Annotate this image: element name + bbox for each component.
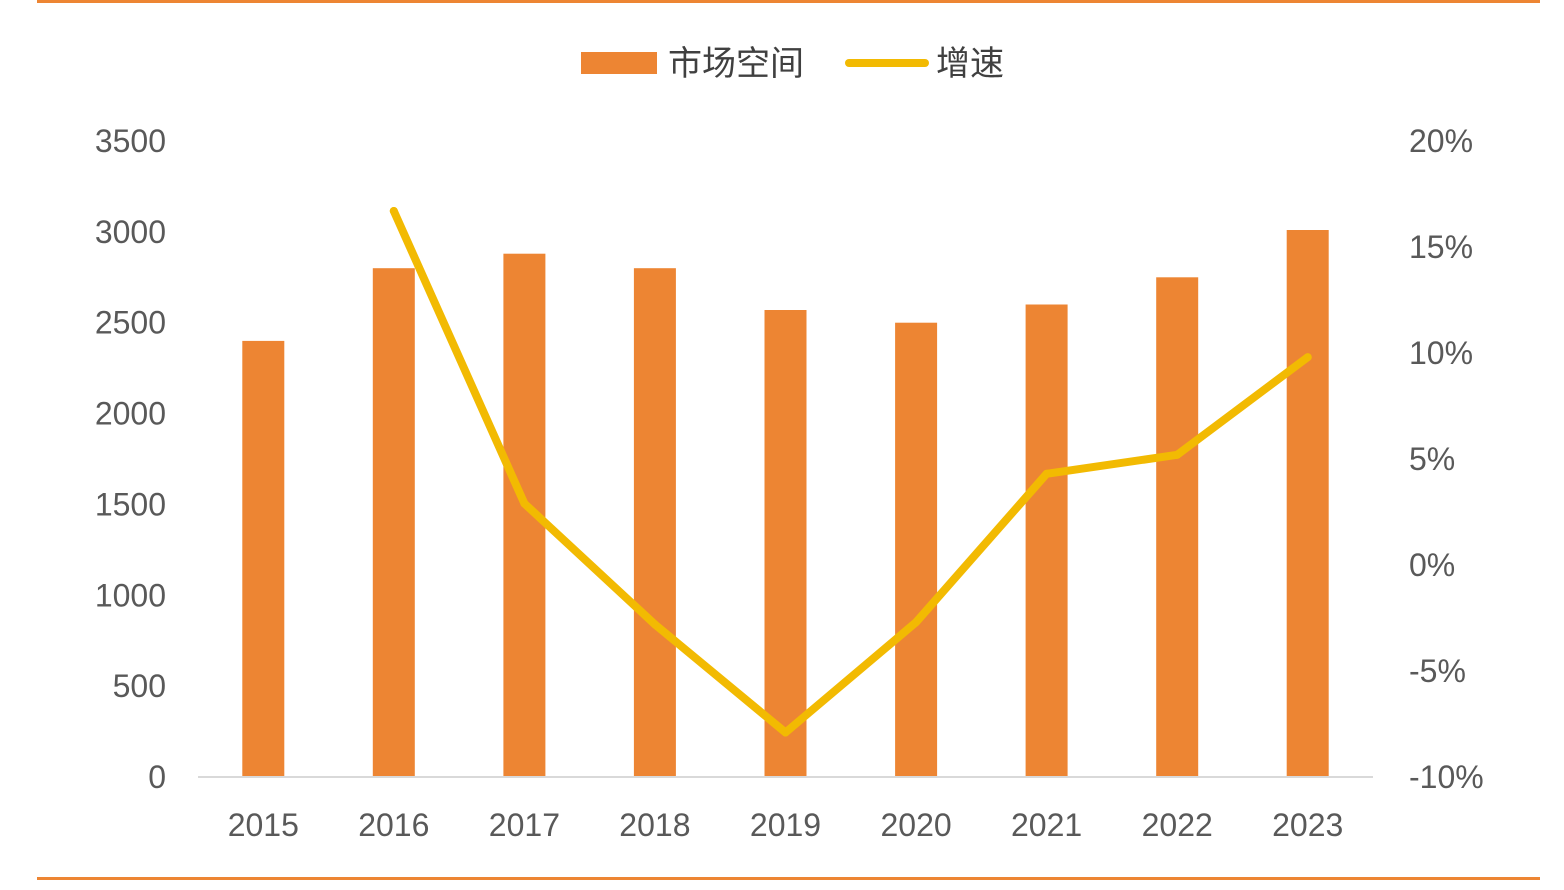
bar-2023 [1286,230,1329,777]
x-tick-2016: 2016 [358,807,429,843]
x-tick-2019: 2019 [750,807,821,843]
growth-point-2021 [1042,469,1051,478]
bar-2018 [633,268,676,777]
right-tick-15%: 15% [1409,229,1473,265]
left-tick-3500: 3500 [95,123,166,159]
left-tick-1500: 1500 [95,486,166,522]
x-tick-2022: 2022 [1142,807,1213,843]
right-tick-10%: 10% [1409,335,1473,371]
bar-2015 [242,340,285,777]
left-tick-2500: 2500 [95,305,166,341]
x-tick-2018: 2018 [619,807,690,843]
growth-point-2020 [912,618,921,627]
left-tick-500: 500 [113,668,166,704]
right-tick-5%: 5% [1409,441,1455,477]
legend: 市场空间 增速 [581,44,1004,84]
bar-2020 [895,322,938,777]
right-axis-ticks: -10% -5% 0% 5% 10% 15% 20% [1409,123,1484,795]
right-tick--5%: -5% [1409,653,1466,689]
bars [242,230,1329,777]
growth-line [389,207,1312,737]
growth-point-2017 [520,499,529,508]
left-tick-3000: 3000 [95,214,166,250]
growth-point-2019 [781,728,790,737]
bar-2019 [764,310,807,777]
x-tick-2023: 2023 [1272,807,1343,843]
right-tick--10%: -10% [1409,759,1484,795]
growth-point-2016 [389,207,398,215]
left-tick-2000: 2000 [95,396,166,432]
x-tick-2021: 2021 [1011,807,1082,843]
growth-line-layer [389,207,1312,737]
x-axis-ticks: 2015 2016 2017 2018 2019 2020 2021 2022 2023 [228,807,1344,843]
legend-swatch-bars [581,52,657,74]
x-tick-2020: 2020 [881,807,952,843]
left-tick-0: 0 [148,759,166,795]
legend-label-bars: 市场空间 [668,44,804,84]
growth-point-2022 [1173,450,1182,459]
left-tick-1000: 1000 [95,577,166,613]
right-tick-20%: 20% [1409,123,1473,159]
growth-point-2018 [650,620,659,629]
x-tick-2015: 2015 [228,807,299,843]
bar-2022 [1156,277,1199,777]
growth-point-2023 [1303,353,1312,362]
x-tick-2017: 2017 [489,807,560,843]
legend-label-line: 增速 [936,44,1004,84]
right-tick-0%: 0% [1409,547,1455,583]
bar-2021 [1025,304,1068,777]
bar-2016 [372,268,415,777]
left-axis-ticks: 0 500 1000 1500 2000 2500 3000 3500 [95,123,166,795]
